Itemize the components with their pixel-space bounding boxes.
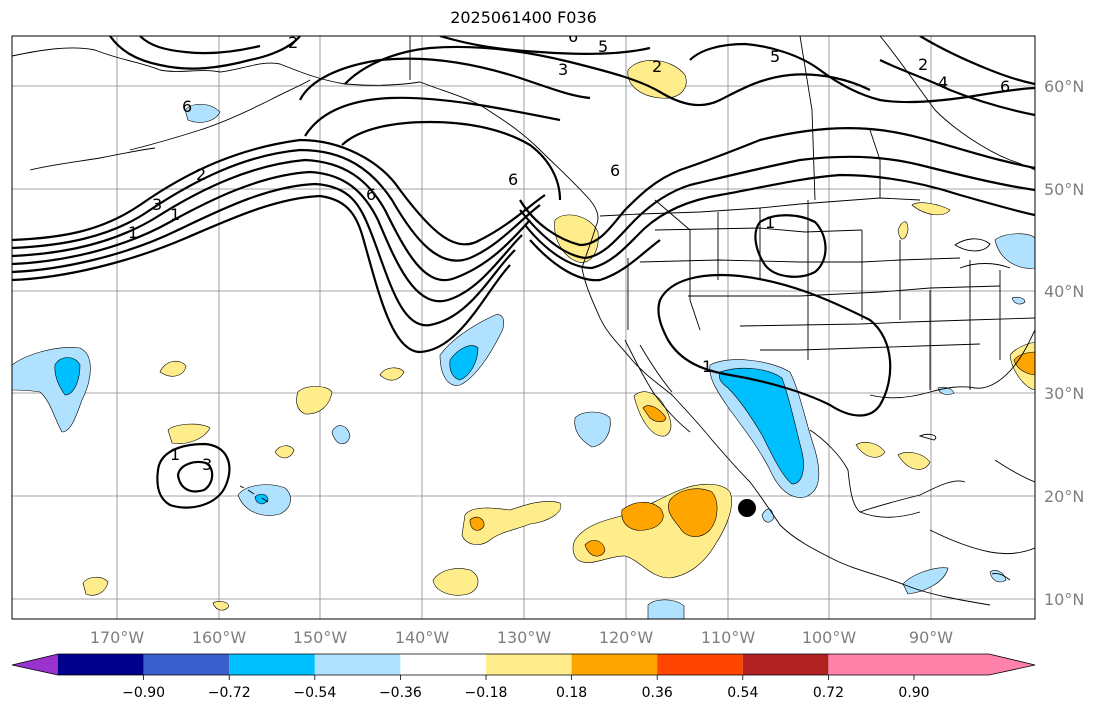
contour-label: 2	[918, 55, 928, 74]
longitude-labels: 170°W 160°W 150°W 140°W 130°W 120°W 110°…	[90, 628, 953, 647]
contour-label: 6	[182, 97, 192, 116]
colorbar-segment	[143, 654, 230, 675]
colorbar-segment	[742, 654, 829, 675]
contour-label: 6	[610, 161, 620, 180]
contour-label: 1	[170, 205, 180, 224]
lat-label: 40°N	[1044, 282, 1084, 301]
contour-label: 6	[366, 185, 376, 204]
lon-label: 110°W	[701, 628, 756, 647]
map-title: 2025061400 F036	[450, 8, 597, 27]
height-contours	[12, 36, 1035, 509]
colorbar-tick-label: −0.18	[465, 685, 508, 701]
storm-location-marker	[738, 499, 756, 517]
lon-label: 130°W	[497, 628, 552, 647]
contour-label: 1	[170, 445, 180, 464]
negative-anomaly-shading	[12, 103, 1035, 619]
colorbar-tick-label: 0.36	[642, 685, 673, 701]
contour-label: 3	[152, 195, 162, 214]
gridlines	[12, 36, 1035, 619]
colorbar: −0.90 −0.72 −0.54 −0.36 −0.18 0.18 0.36 …	[11, 653, 1036, 701]
lon-label: 140°W	[395, 628, 450, 647]
colorbar-segment	[58, 654, 144, 675]
contour-label: 5	[770, 47, 780, 66]
contour-label: 2	[196, 165, 206, 184]
lon-label: 120°W	[599, 628, 654, 647]
lat-label: 20°N	[1044, 487, 1084, 506]
contour-labels: 2 6 5 3 2 5 4 6 6 6 6 1 3 2 1 3 6 1 1 1 …	[128, 27, 1010, 474]
colorbar-segment	[571, 654, 658, 675]
colorbar-tick-label: 0.18	[556, 685, 587, 701]
colorbar-extend-high	[828, 654, 1035, 675]
contour-label: 4	[938, 73, 948, 92]
colorbar-segment	[314, 654, 401, 675]
contour-label: 3	[558, 60, 568, 79]
colorbar-segment	[400, 654, 486, 675]
contour-label: 5	[598, 37, 608, 56]
contour-label: 1	[702, 357, 712, 376]
colorbar-segment	[657, 654, 743, 675]
lat-label: 10°N	[1044, 590, 1084, 609]
colorbar-tick-label: −0.54	[293, 685, 336, 701]
lat-label: 30°N	[1044, 384, 1084, 403]
map-border	[11, 35, 1036, 620]
colorbar-tick-label: −0.72	[208, 685, 251, 701]
contour-label: 6	[1000, 77, 1010, 96]
lon-label: 170°W	[90, 628, 145, 647]
lon-label: 150°W	[293, 628, 348, 647]
colorbar-tick-label: 0.90	[898, 685, 929, 701]
lat-label: 50°N	[1044, 180, 1084, 199]
contour-label: 6	[568, 27, 578, 46]
contour-label: 1	[128, 223, 138, 242]
contour-label: 6	[508, 170, 518, 189]
contour-label: 3	[202, 455, 212, 474]
contour-label: 2	[652, 57, 662, 76]
colorbar-segment	[486, 654, 572, 675]
lon-label: 90°W	[909, 628, 953, 647]
map-panel	[12, 36, 1035, 619]
latitude-labels: 60°N 50°N 40°N 30°N 20°N 10°N	[1044, 77, 1084, 609]
colorbar-tick-label: 0.72	[813, 685, 844, 701]
lon-label: 100°W	[802, 628, 857, 647]
positive-anomaly-shading	[82, 60, 1035, 611]
lon-label: 160°W	[192, 628, 247, 647]
lat-label: 60°N	[1044, 77, 1084, 96]
colorbar-tick-label: −0.36	[379, 685, 422, 701]
colorbar-extend-low	[12, 654, 58, 675]
colorbar-tick-label: −0.90	[122, 685, 165, 701]
contour-label: 1	[765, 213, 775, 232]
colorbar-tick-label: 0.54	[727, 685, 758, 701]
colorbar-segment	[229, 654, 315, 675]
contour-label: 2	[288, 33, 298, 52]
